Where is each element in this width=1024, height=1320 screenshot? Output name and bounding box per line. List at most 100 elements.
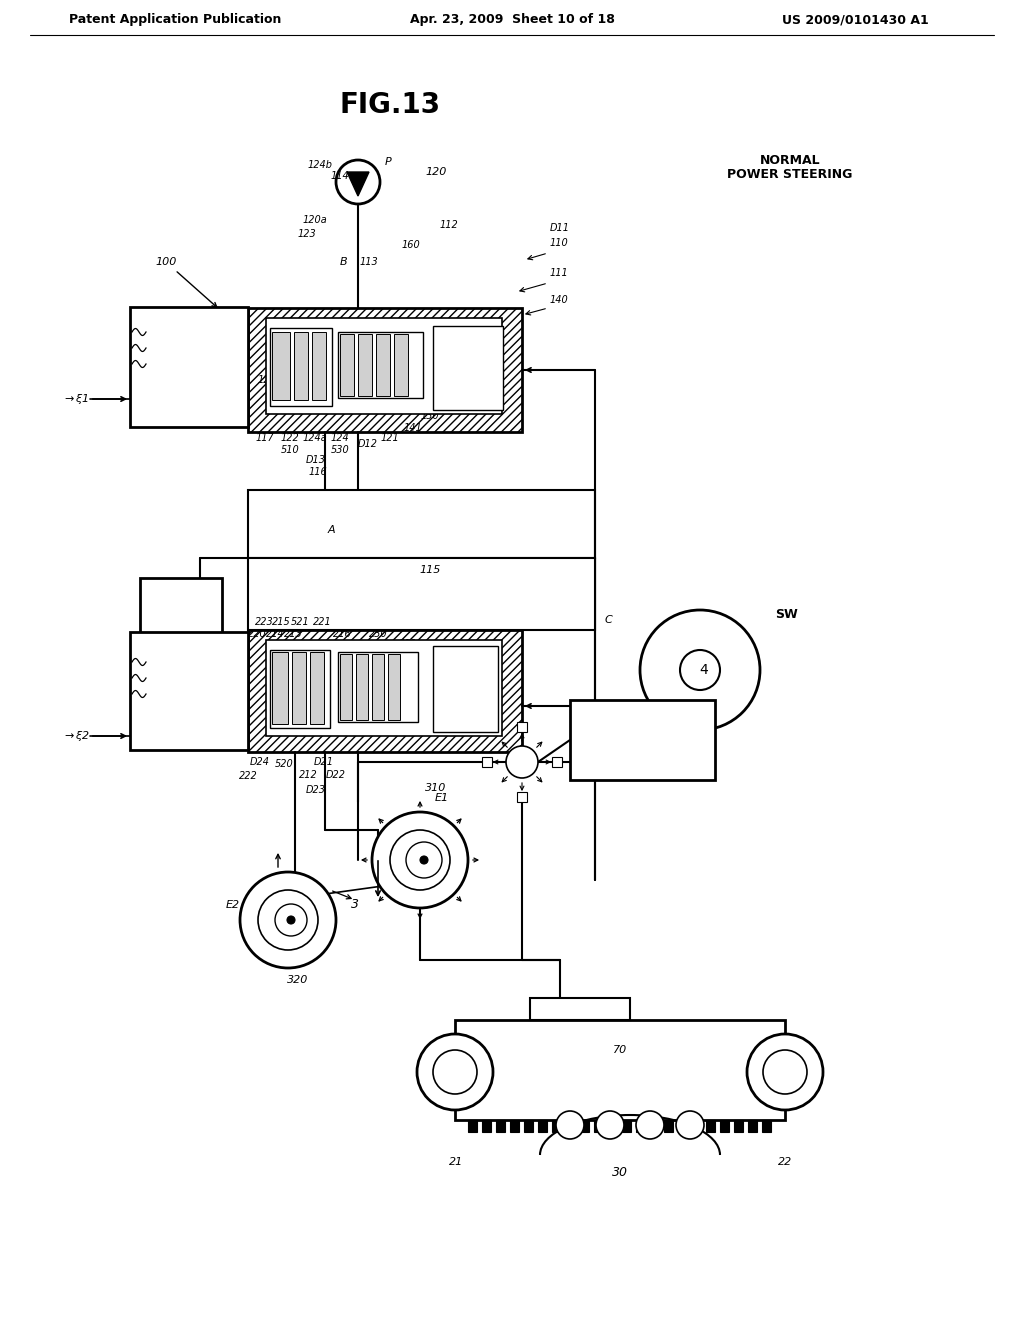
Text: 140: 140 [550,294,568,305]
Bar [720,1119,729,1133]
Text: P: P [385,157,392,168]
Circle shape [420,855,428,865]
Bar [338,333,423,399]
Bar [664,1119,673,1133]
Text: 230: 230 [369,630,387,639]
Text: 223: 223 [255,616,273,627]
Text: 160: 160 [402,240,421,249]
Polygon shape [347,172,369,195]
Bar [734,1119,743,1133]
Text: SOL1: SOL1 [144,346,180,359]
Bar [312,333,326,400]
Text: 122: 122 [281,433,299,444]
Text: 214: 214 [265,630,285,639]
Bar [340,334,354,396]
Text: 116: 116 [308,467,328,477]
Bar [566,1119,575,1133]
Bar [748,1119,757,1133]
Text: D14: D14 [148,312,171,322]
Text: SW: SW [775,609,798,622]
Bar [650,1119,659,1133]
Bar [270,327,332,407]
Bar [455,1020,785,1119]
Bar [530,998,630,1020]
Bar [538,1119,547,1133]
Text: 221: 221 [312,616,332,627]
Bar [248,308,522,432]
Text: 530: 530 [331,445,349,455]
Bar [376,334,390,396]
Bar [433,326,503,411]
Text: E1: E1 [435,793,450,803]
Bar [580,1119,589,1133]
Text: 21: 21 [449,1158,463,1167]
Bar [388,653,400,719]
Text: 211: 211 [398,639,418,649]
Bar [608,1119,617,1133]
Text: SOL2: SOL2 [144,680,180,693]
Text: 216: 216 [333,630,351,639]
Bar [594,1119,603,1133]
Text: 120a: 120a [303,215,328,224]
Text: RSV: RSV [148,585,171,595]
Circle shape [596,1111,624,1139]
Text: 215: 215 [271,616,291,627]
Text: 510: 510 [281,445,299,455]
Text: 250: 250 [155,659,174,669]
Bar [340,653,352,719]
Text: D13: D13 [306,455,326,465]
Text: 212: 212 [299,770,317,780]
Text: US 2009/0101430 A1: US 2009/0101430 A1 [781,13,929,26]
Text: 117: 117 [256,433,274,444]
Bar [692,1119,701,1133]
Bar [496,1119,505,1133]
Bar [468,1119,477,1133]
Text: D24: D24 [250,756,270,767]
Circle shape [433,1049,477,1094]
Bar [517,792,527,803]
Circle shape [506,746,538,777]
Text: D12: D12 [358,440,378,449]
Bar [358,334,372,396]
Bar [552,756,562,767]
Bar [266,318,502,414]
Bar [310,652,324,723]
Bar [130,308,248,426]
Text: D23: D23 [306,785,326,795]
Bar [338,652,418,722]
Text: 112: 112 [440,220,459,230]
Circle shape [556,1111,584,1139]
Bar [570,700,715,780]
Text: 130: 130 [421,411,439,421]
Text: 121: 121 [381,433,399,444]
Text: 150: 150 [148,327,169,337]
Bar [433,645,498,733]
Circle shape [676,1111,705,1139]
Bar [524,1119,534,1133]
Text: B: B [340,257,347,267]
Circle shape [640,610,760,730]
Bar [130,632,248,750]
Text: 520: 520 [274,759,293,770]
Bar [552,1119,561,1133]
Text: 22: 22 [778,1158,793,1167]
Text: D22: D22 [326,770,346,780]
Bar [270,649,330,729]
Circle shape [417,1034,493,1110]
Text: 70: 70 [613,1045,627,1055]
Text: 124b: 124b [308,160,333,170]
Bar [294,333,308,400]
Circle shape [390,830,450,890]
Bar [482,1119,490,1133]
Bar [517,722,527,733]
Text: 210: 210 [413,653,431,663]
Bar [678,1119,687,1133]
Text: 4: 4 [699,663,709,677]
Bar [248,558,595,630]
Text: Apr. 23, 2009  Sheet 10 of 18: Apr. 23, 2009 Sheet 10 of 18 [410,13,614,26]
Text: 115: 115 [419,565,440,576]
Text: 110: 110 [550,238,568,248]
Text: 123: 123 [298,228,316,239]
Text: 124: 124 [331,433,349,444]
Text: 114: 114 [331,172,349,181]
